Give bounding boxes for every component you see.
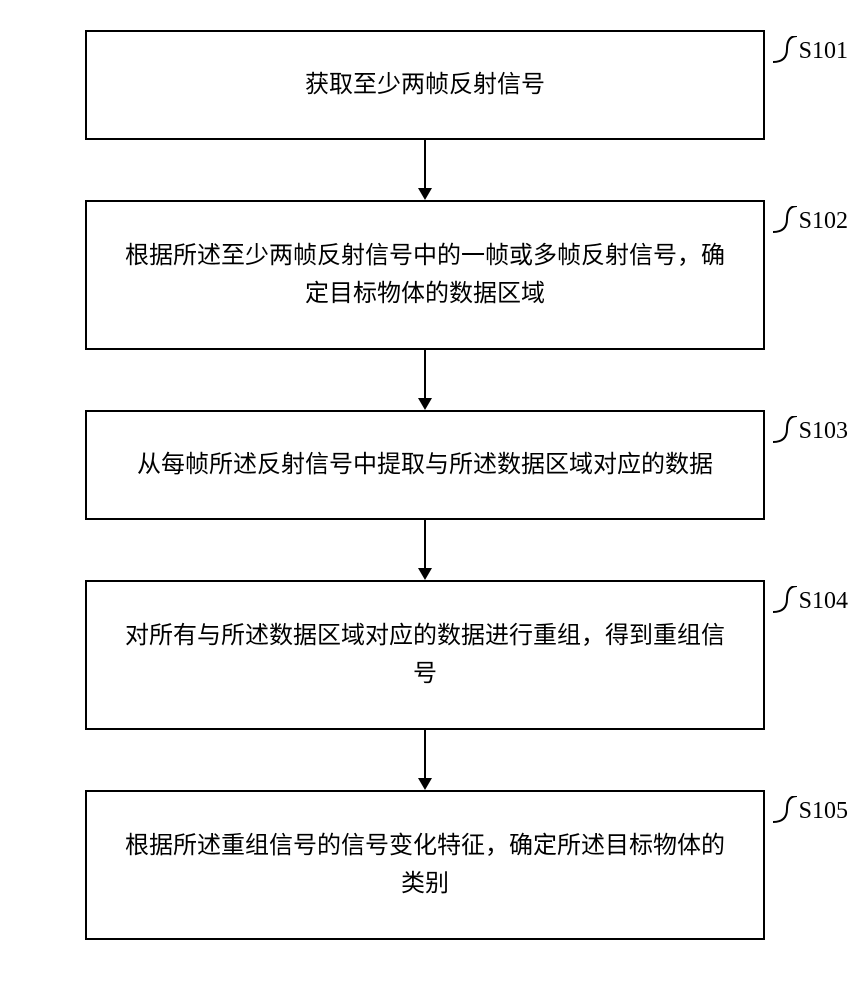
arrow-3 [415, 520, 435, 580]
connector-curve-icon [773, 206, 797, 234]
step-text-4: 对所有与所述数据区域对应的数据进行重组，得到重组信号 [117, 617, 733, 694]
connector-curve-icon [773, 416, 797, 444]
step-box-4: 对所有与所述数据区域对应的数据进行重组，得到重组信号 S104 [85, 580, 765, 730]
arrow-4 [415, 730, 435, 790]
step-label-5: S105 [773, 792, 848, 830]
step-id-1: S101 [799, 32, 848, 70]
arrow-down-icon [415, 520, 435, 580]
arrow-1 [415, 140, 435, 200]
step-box-2: 根据所述至少两帧反射信号中的一帧或多帧反射信号，确定目标物体的数据区域 S102 [85, 200, 765, 350]
step-text-2: 根据所述至少两帧反射信号中的一帧或多帧反射信号，确定目标物体的数据区域 [117, 237, 733, 314]
step-label-3: S103 [773, 412, 848, 450]
step-id-2: S102 [799, 202, 848, 240]
step-text-5: 根据所述重组信号的信号变化特征，确定所述目标物体的类别 [117, 827, 733, 904]
connector-curve-icon [773, 36, 797, 64]
step-id-3: S103 [799, 412, 848, 450]
step-text-3: 从每帧所述反射信号中提取与所述数据区域对应的数据 [137, 446, 713, 484]
step-text-1: 获取至少两帧反射信号 [305, 66, 545, 104]
connector-curve-icon [773, 796, 797, 824]
step-box-5: 根据所述重组信号的信号变化特征，确定所述目标物体的类别 S105 [85, 790, 765, 940]
step-label-4: S104 [773, 582, 848, 620]
step-box-3: 从每帧所述反射信号中提取与所述数据区域对应的数据 S103 [85, 410, 765, 520]
connector-curve-icon [773, 586, 797, 614]
step-label-1: S101 [773, 32, 848, 70]
step-label-2: S102 [773, 202, 848, 240]
arrow-2 [415, 350, 435, 410]
arrow-down-icon [415, 350, 435, 410]
flowchart-container: 获取至少两帧反射信号 S101 根据所述至少两帧反射信号中的一帧或多帧反射信号，… [40, 30, 810, 940]
step-id-4: S104 [799, 582, 848, 620]
step-box-1: 获取至少两帧反射信号 S101 [85, 30, 765, 140]
arrow-down-icon [415, 730, 435, 790]
arrow-down-icon [415, 140, 435, 200]
step-id-5: S105 [799, 792, 848, 830]
